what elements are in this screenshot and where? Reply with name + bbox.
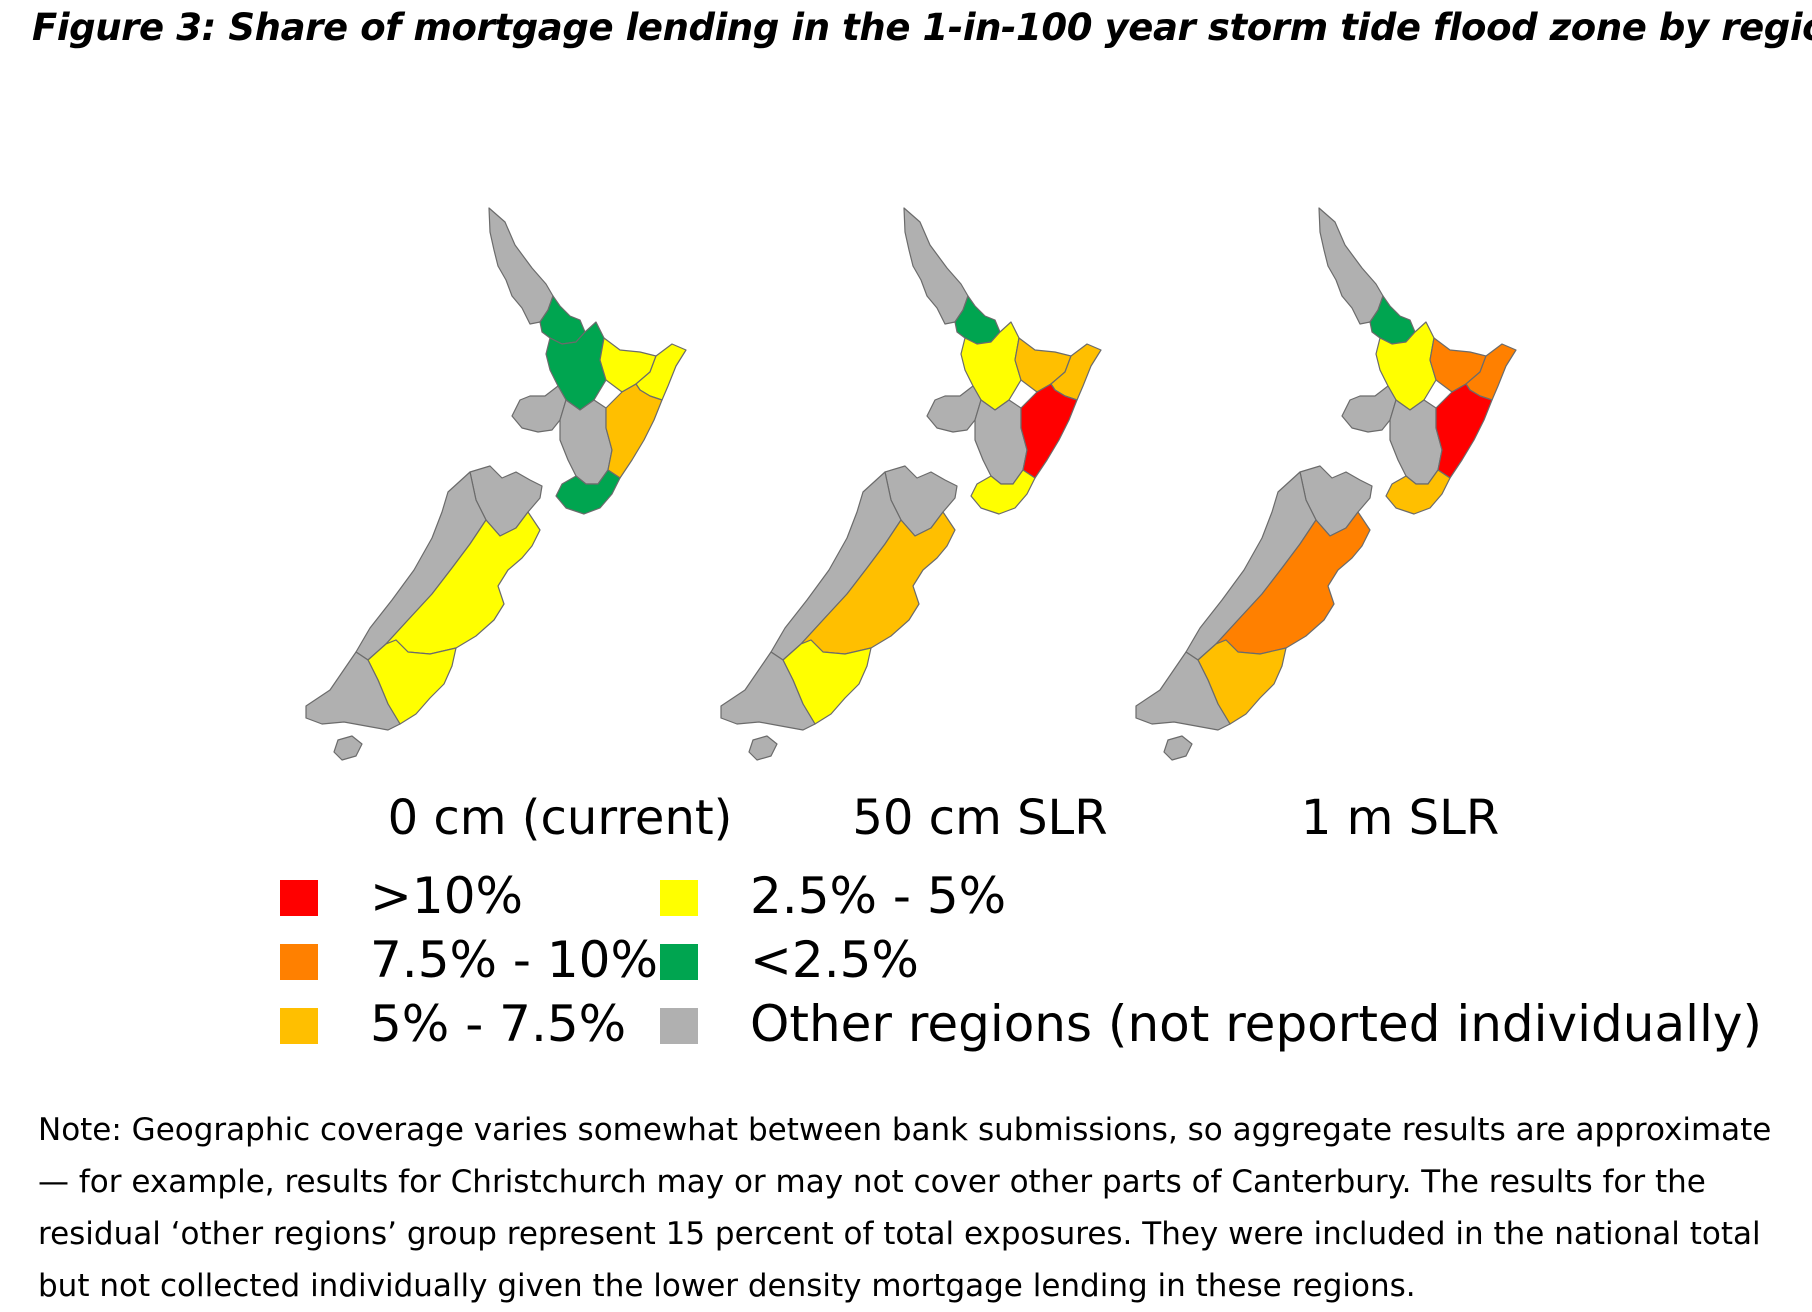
map-50cm-slr bbox=[720, 207, 1102, 761]
region-canterbury bbox=[385, 511, 541, 655]
region-southland bbox=[1135, 651, 1231, 731]
region-wellington bbox=[555, 469, 621, 515]
figure-title: Figure 3: Share of mortgage lending in t… bbox=[32, 6, 1812, 49]
figure-note: Note: Geographic coverage varies somewha… bbox=[38, 1112, 1772, 1304]
region-taranaki bbox=[1341, 385, 1397, 433]
region-stewart-island bbox=[333, 735, 363, 761]
legend-swatch-other bbox=[660, 1008, 698, 1044]
region-canterbury bbox=[800, 511, 956, 655]
region-hawkes-bay bbox=[605, 383, 663, 479]
region-stewart-island bbox=[748, 735, 778, 761]
map-label-50cm: 50 cm SLR bbox=[852, 790, 1108, 846]
map-label-1m: 1 m SLR bbox=[1300, 790, 1500, 846]
region-canterbury bbox=[1215, 511, 1371, 655]
map-current bbox=[305, 207, 687, 761]
legend-label-7-5-10: 7.5% - 10% bbox=[370, 931, 658, 989]
region-manawatu-whanganui bbox=[1389, 399, 1443, 485]
region-auckland bbox=[1369, 295, 1416, 345]
region-hawkes-bay bbox=[1020, 383, 1078, 479]
legend-label-gt10: >10% bbox=[370, 867, 524, 925]
legend-swatch-5-7-5 bbox=[280, 1008, 318, 1044]
region-stewart-island bbox=[1163, 735, 1193, 761]
maps-canvas bbox=[305, 207, 1517, 761]
region-wellington bbox=[1385, 469, 1451, 515]
region-southland bbox=[720, 651, 816, 731]
region-auckland bbox=[539, 295, 586, 345]
legend-label-other: Other regions (not reported individually… bbox=[750, 995, 1762, 1053]
legend-swatch-lt2-5 bbox=[660, 944, 698, 980]
region-taranaki bbox=[926, 385, 982, 433]
region-manawatu-whanganui bbox=[974, 399, 1028, 485]
region-southland bbox=[305, 651, 401, 731]
map-1m-slr bbox=[1135, 207, 1517, 761]
legend-swatch-2-5-5 bbox=[660, 880, 698, 916]
legend-label-5-7-5: 5% - 7.5% bbox=[370, 995, 627, 1053]
legend-swatch-gt10 bbox=[280, 880, 318, 916]
region-manawatu-whanganui bbox=[559, 399, 613, 485]
region-auckland bbox=[954, 295, 1001, 345]
region-taranaki bbox=[511, 385, 567, 433]
region-northland bbox=[1318, 207, 1384, 325]
legend-label-lt2-5: <2.5% bbox=[750, 931, 919, 989]
legend: >10% 7.5% - 10% 5% - 7.5% 2.5% - 5% <2.5… bbox=[0, 867, 1812, 1080]
region-hawkes-bay bbox=[1435, 383, 1493, 479]
legend-swatch-7-5-10 bbox=[280, 944, 318, 980]
region-northland bbox=[488, 207, 554, 325]
region-northland bbox=[903, 207, 969, 325]
map-label-current: 0 cm (current) bbox=[387, 790, 733, 846]
legend-label-2-5-5: 2.5% - 5% bbox=[750, 867, 1007, 925]
region-wellington bbox=[970, 469, 1036, 515]
